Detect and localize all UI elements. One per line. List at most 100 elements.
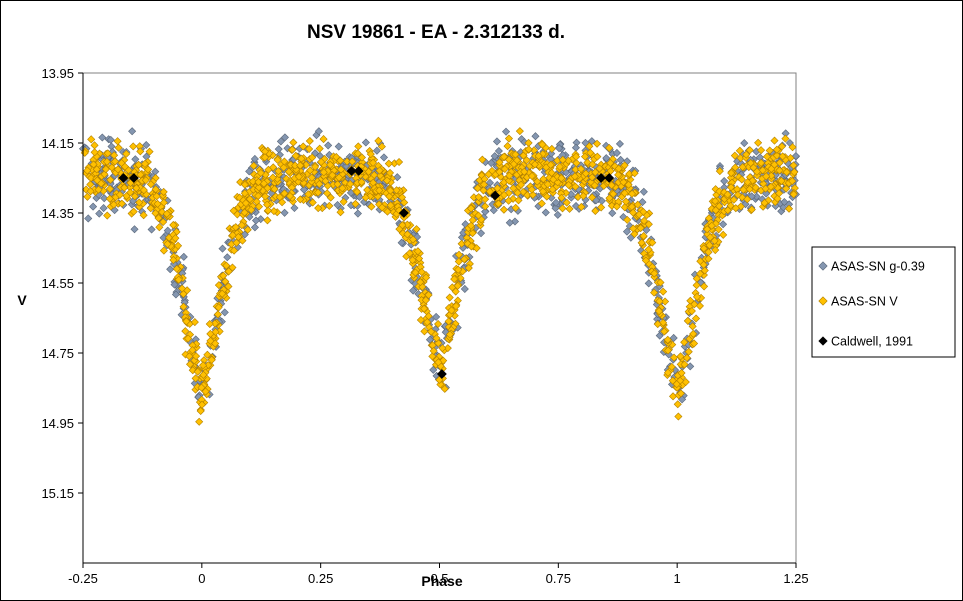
data-point-series-2	[524, 145, 533, 154]
data-point-series-2	[655, 297, 664, 306]
data-point-series-2	[151, 185, 160, 194]
data-point-series-2	[174, 275, 183, 284]
data-point-series-1	[551, 204, 560, 213]
data-point-series-2	[229, 206, 238, 215]
data-point-series-2	[499, 205, 508, 214]
data-point-series-2	[145, 147, 154, 156]
data-point-series-2	[106, 175, 115, 184]
data-point-series-2	[777, 176, 786, 185]
data-point-series-1	[361, 138, 370, 147]
data-point-series-2	[522, 156, 531, 165]
data-point-series-2	[367, 202, 376, 211]
data-point-series-2	[605, 194, 614, 203]
data-point-series-1	[551, 198, 561, 207]
data-point-series-2	[256, 168, 265, 177]
data-point-series-2	[294, 172, 303, 181]
data-point-series-2	[105, 184, 114, 193]
data-point-series-2	[700, 282, 709, 291]
data-point-series-2	[428, 352, 437, 361]
data-point-series-1	[429, 365, 438, 374]
x-tick-label: 0.25	[308, 571, 333, 586]
data-point-series-2	[757, 158, 766, 167]
data-point-series-2	[612, 202, 621, 211]
data-point-series-2	[326, 160, 335, 169]
x-axis-ticks: -0.25 0 0.25 0.5 0.75 1 1.25	[68, 563, 809, 586]
data-point-series-2	[519, 187, 528, 196]
data-point-series-2	[101, 165, 110, 174]
data-point-series-3	[128, 173, 139, 183]
data-point-series-2	[377, 142, 386, 151]
data-point-series-2	[354, 142, 363, 151]
data-point-series-2	[274, 167, 283, 176]
data-point-series-2	[500, 152, 509, 161]
data-point-series-2	[505, 176, 514, 185]
data-point-series-1	[531, 132, 540, 141]
data-point-series-2	[114, 143, 123, 152]
data-point-series-2	[146, 204, 155, 213]
y-tick-label: 14.15	[41, 136, 74, 151]
data-point-series-2	[314, 204, 323, 213]
data-point-series-2	[542, 192, 551, 201]
data-point-series-2	[676, 352, 685, 361]
data-point-series-2	[153, 199, 162, 208]
data-point-series-2	[538, 140, 547, 149]
data-point-series-2	[468, 229, 477, 238]
data-point-series-2	[711, 219, 720, 228]
data-point-series-2	[383, 207, 392, 216]
data-point-series-2	[653, 320, 662, 329]
data-point-series-2	[630, 169, 639, 178]
data-point-series-2	[453, 281, 462, 290]
data-point-series-2	[667, 362, 676, 371]
data-point-series-2	[704, 254, 713, 263]
data-point-series-2	[607, 181, 616, 190]
data-point-series-3	[346, 166, 357, 176]
data-point-series-2	[129, 207, 138, 216]
data-point-series-2	[782, 184, 791, 193]
data-point-series-1	[587, 137, 596, 146]
data-point-series-2	[664, 346, 673, 355]
data-point-series-1	[256, 215, 265, 224]
data-point-series-2	[445, 330, 454, 339]
data-point-series-2	[260, 153, 269, 162]
data-point-series-2	[557, 174, 566, 183]
data-point-series-2	[434, 319, 443, 329]
data-points	[78, 127, 800, 426]
data-point-series-2	[199, 361, 208, 370]
data-point-series-2	[181, 327, 190, 336]
data-point-series-2	[590, 181, 599, 190]
data-point-series-2	[692, 281, 701, 290]
data-point-series-2	[450, 275, 459, 284]
data-point-series-2	[100, 170, 109, 179]
data-point-series-2	[103, 211, 112, 220]
data-point-series-2	[140, 159, 149, 168]
data-point-series-2	[743, 178, 752, 187]
data-point-series-2	[757, 146, 766, 155]
data-point-series-2	[113, 137, 122, 146]
data-point-series-2	[751, 183, 760, 192]
data-point-series-1	[413, 232, 422, 241]
data-point-series-2	[214, 303, 223, 312]
data-point-series-2	[403, 230, 412, 239]
data-point-series-2	[786, 154, 795, 163]
data-point-series-2	[474, 193, 483, 202]
data-point-series-2	[304, 190, 313, 199]
data-point-series-2	[204, 361, 213, 370]
data-point-series-2	[699, 260, 708, 269]
data-point-series-2	[115, 190, 124, 199]
data-point-series-2	[485, 187, 494, 196]
data-point-series-2	[512, 156, 522, 165]
data-point-series-2	[174, 241, 183, 250]
data-point-series-2	[620, 161, 629, 170]
data-point-series-2	[549, 175, 558, 184]
data-point-series-2	[548, 185, 557, 194]
y-tick-label: 14.95	[41, 416, 74, 431]
data-point-series-2	[288, 145, 297, 154]
data-point-series-2	[197, 383, 206, 392]
data-point-series-1	[477, 229, 486, 238]
data-point-series-2	[413, 247, 422, 256]
chart-title: NSV 19861 - EA - 2.312133 d.	[307, 22, 565, 43]
data-point-series-2	[249, 161, 258, 170]
data-point-series-2	[385, 192, 394, 201]
data-point-series-2	[629, 208, 638, 217]
data-point-series-1	[131, 155, 140, 164]
